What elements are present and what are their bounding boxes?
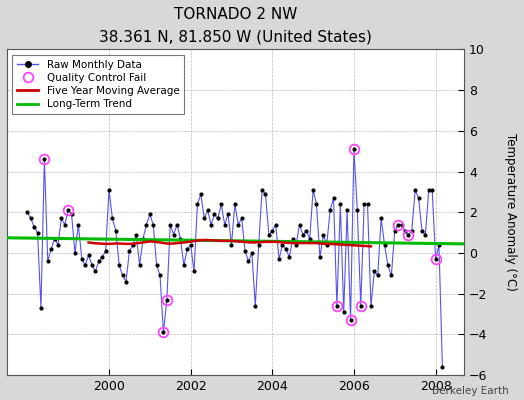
- Y-axis label: Temperature Anomaly (°C): Temperature Anomaly (°C): [504, 133, 517, 291]
- Legend: Raw Monthly Data, Quality Control Fail, Five Year Moving Average, Long-Term Tren: Raw Monthly Data, Quality Control Fail, …: [12, 55, 184, 114]
- Title: TORNADO 2 NW
38.361 N, 81.850 W (United States): TORNADO 2 NW 38.361 N, 81.850 W (United …: [99, 7, 372, 44]
- Text: Berkeley Earth: Berkeley Earth: [432, 386, 508, 396]
